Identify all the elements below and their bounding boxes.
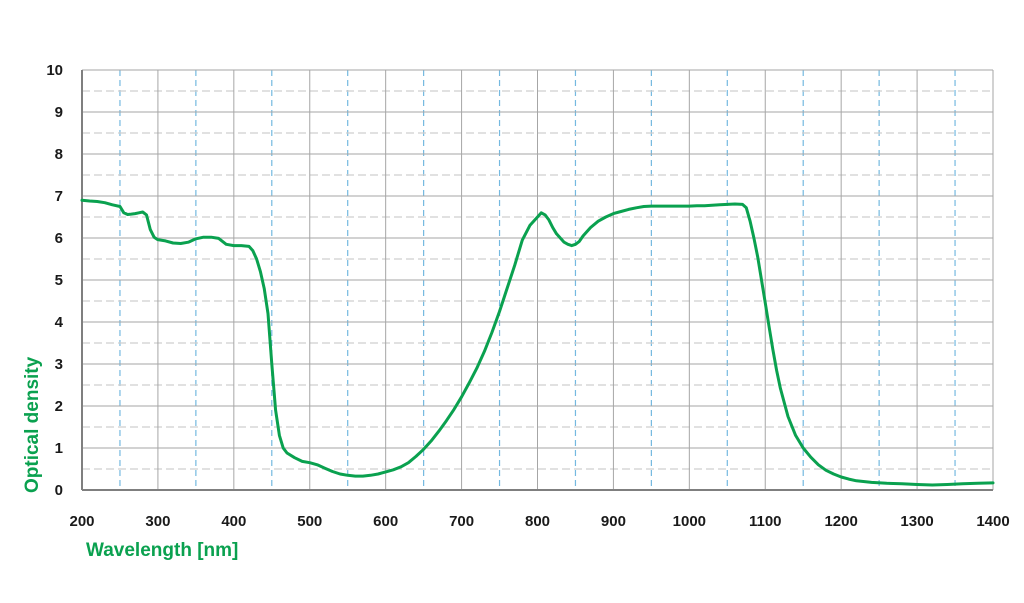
- y-tick-labels: 0 1 2 3 4 5 6 7 8 9 10: [46, 62, 63, 499]
- x-tick-label: 300: [145, 513, 170, 530]
- x-tick-label: 1000: [673, 513, 706, 530]
- x-tick-label: 800: [525, 513, 550, 530]
- x-tick-label: 600: [373, 513, 398, 530]
- major-gridlines: [81, 69, 994, 491]
- x-tick-label: 1200: [824, 513, 857, 530]
- x-tick-label: 900: [601, 513, 626, 530]
- x-tick-label: 1100: [749, 513, 782, 530]
- x-tick-label: 1300: [900, 513, 933, 530]
- x-tick-label: 700: [449, 513, 474, 530]
- y-axis-title: Optical density: [22, 356, 43, 493]
- series-line: [80, 198, 995, 487]
- y-tick-label: 1: [55, 440, 63, 457]
- y-tick-label: 0: [55, 482, 63, 499]
- y-tick-label: 7: [55, 188, 63, 205]
- y-tick-label: 10: [46, 62, 63, 79]
- y-tick-label: 3: [55, 356, 63, 373]
- x-tick-label: 400: [221, 513, 246, 530]
- x-tick-label: 200: [69, 513, 94, 530]
- x-tick-labels: 200 300 400 500 600 700 800 900 1000 1100 1200 1300…: [69, 513, 1009, 530]
- x-tick-label: 500: [297, 513, 322, 530]
- y-tick-label: 2: [55, 398, 63, 415]
- series-layer: [80, 198, 995, 487]
- y-tick-label: 8: [55, 146, 63, 163]
- y-tick-label: 5: [55, 272, 63, 289]
- x-tick-label: 1400: [976, 513, 1009, 530]
- y-tick-label: 9: [55, 104, 63, 121]
- y-tick-label: 4: [55, 314, 64, 331]
- axes: [81, 70, 993, 491]
- y-tick-label: 6: [55, 230, 63, 247]
- x-axis-title: Wavelength [nm]: [86, 540, 238, 561]
